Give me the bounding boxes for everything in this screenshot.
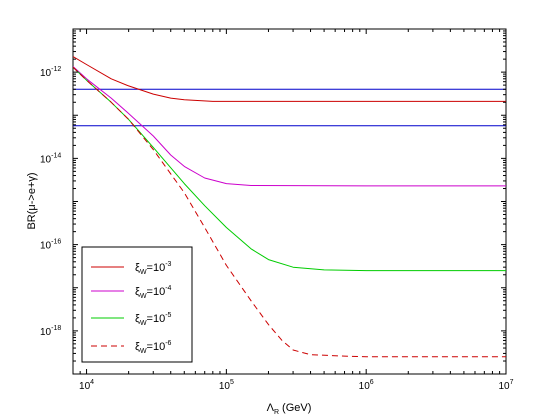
x-tick-label: 106	[359, 379, 374, 392]
y-tick-label: 10-18	[40, 325, 61, 338]
reference-lines	[73, 88, 506, 127]
x-tick-label: 107	[498, 379, 513, 392]
series-line-2	[73, 66, 506, 187]
legend-box	[81, 246, 193, 363]
x-axis-label: ΛR (GeV)	[267, 402, 312, 416]
legend-label-2: ξW=10-4	[135, 285, 172, 300]
series-line-4	[73, 66, 506, 358]
x-axis-label-main: Λ	[267, 402, 275, 414]
x-tick-label: 105	[219, 379, 234, 392]
legend-label-3: ξW=10-5	[135, 312, 172, 327]
series-lines	[73, 56, 506, 358]
y-tick-label: 10-16	[40, 239, 61, 252]
legend-label-4: ξW=10-6	[135, 340, 172, 355]
y-axis-ticks: 10-12 10-14 10-16 10-18	[40, 30, 506, 375]
legend-label-1: ξW=10-3	[135, 261, 172, 276]
x-tick-label: 104	[79, 379, 94, 392]
x-axis-label-unit: (GeV)	[279, 402, 311, 414]
x-axis-ticks: 104 105 106 107	[72, 29, 514, 392]
x-axis-label-sub: R	[274, 409, 279, 416]
legend: ξW=10-3 ξW=10-4 ξW=10-5 ξW=10-6	[81, 246, 193, 363]
series-line-1	[73, 56, 506, 102]
y-tick-label: 10-12	[40, 66, 61, 79]
y-tick-label: 10-14	[40, 152, 61, 165]
y-axis-label: BR(μ->e+γ)	[26, 172, 38, 229]
